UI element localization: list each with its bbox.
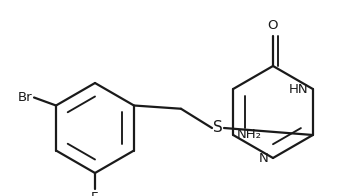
Text: O: O	[268, 19, 278, 32]
Text: Br: Br	[17, 91, 32, 104]
Text: HN: HN	[289, 83, 309, 95]
Text: F: F	[91, 191, 99, 196]
Text: N: N	[259, 152, 269, 164]
Text: S: S	[213, 121, 223, 135]
Text: NH₂: NH₂	[237, 129, 262, 142]
